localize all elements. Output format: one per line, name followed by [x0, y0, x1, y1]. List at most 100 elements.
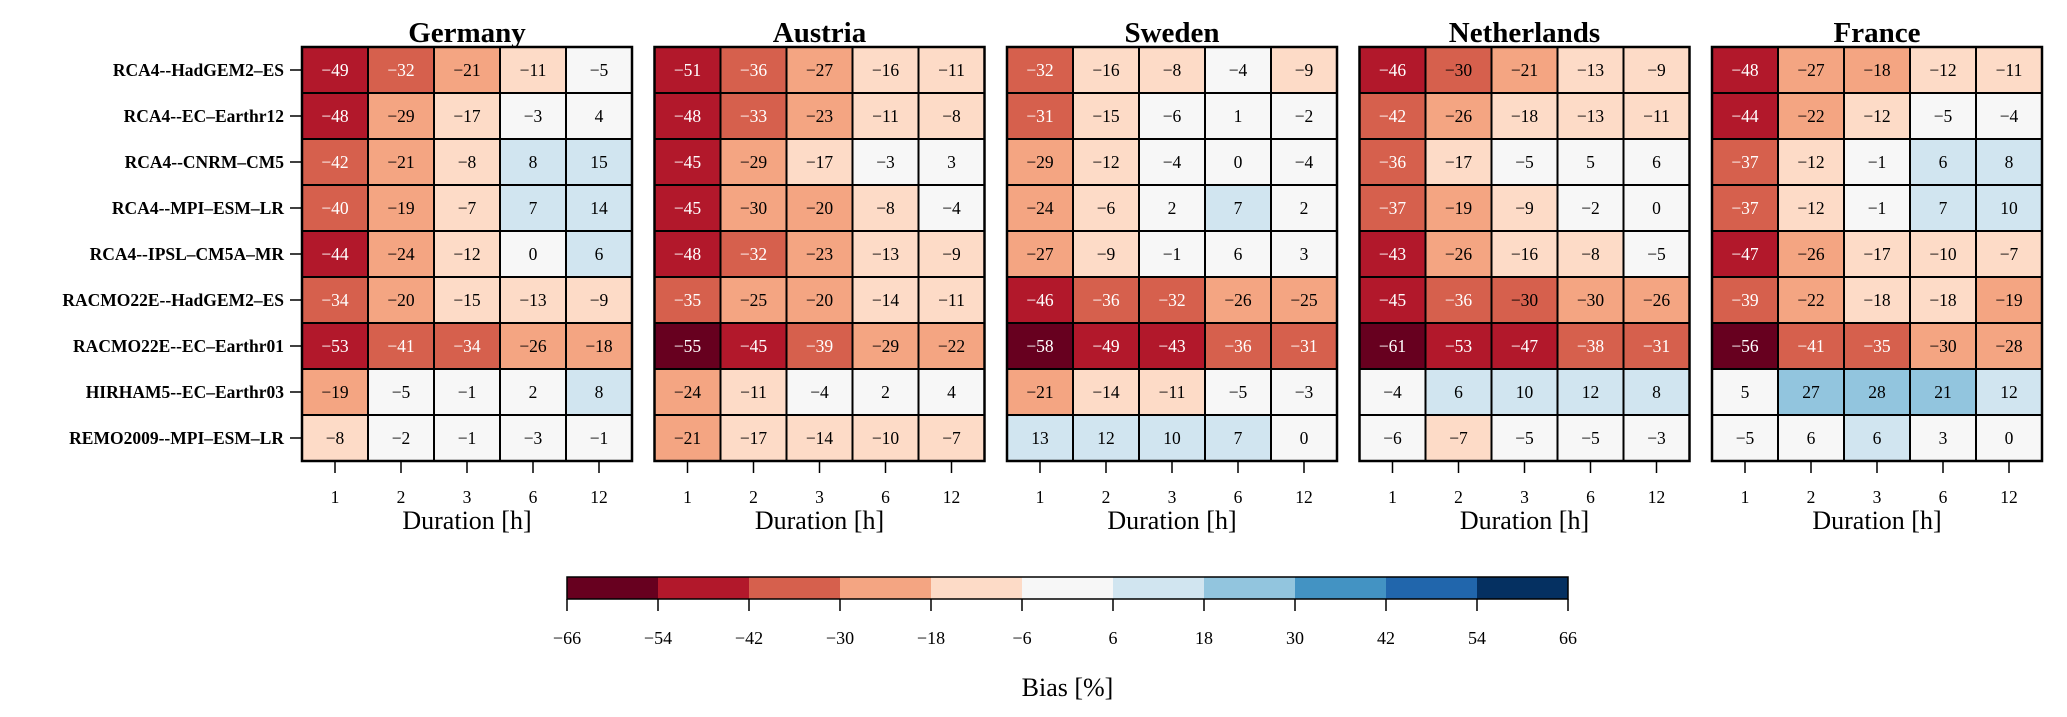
cell-value-label: 13 [1031, 428, 1049, 448]
panel-title: Sweden [1124, 17, 1219, 49]
cell-value-label: −14 [1092, 382, 1120, 402]
panel-title: Germany [408, 17, 526, 49]
colorbar-tick-label: −42 [735, 628, 763, 648]
heatmap-cell [367, 276, 435, 324]
cell-value-label: −6 [1097, 198, 1116, 218]
cell-value-label: −14 [872, 290, 900, 310]
heatmap-cell [499, 138, 567, 186]
heatmap-cell [1556, 368, 1625, 416]
cell-value-label: −39 [806, 336, 834, 356]
x-axis-label: Duration [h] [1460, 506, 1589, 535]
cell-value-label: 7 [529, 198, 538, 218]
cell-value-label: 8 [1652, 382, 1661, 402]
cell-value-label: −4 [2000, 106, 2019, 126]
cell-value-label: 2 [1168, 198, 1177, 218]
cell-value-label: −26 [1445, 244, 1473, 264]
row-label: RACMO22E--EC–Earthr01 [73, 336, 284, 356]
heatmap-cell [1843, 414, 1911, 462]
heatmap-cell [1490, 138, 1559, 186]
cell-value-label: −5 [1934, 106, 1953, 126]
cell-value-label: −4 [1163, 152, 1182, 172]
heatmap-cell [1424, 276, 1493, 324]
cell-value-label: 0 [529, 244, 538, 264]
x-tick-label: 2 [397, 487, 406, 507]
cell-value-label: −31 [1643, 336, 1670, 356]
cell-value-label: −19 [1995, 290, 2023, 310]
cell-value-label: −13 [519, 290, 547, 310]
cell-value-label: −35 [1863, 336, 1891, 356]
colorbar-tick-label: −30 [826, 628, 854, 648]
heatmap-cell [851, 138, 920, 186]
cell-value-label: −9 [942, 244, 961, 264]
cell-value-label: −48 [674, 106, 702, 126]
cell-value-label: −30 [740, 198, 768, 218]
cell-value-label: −11 [1996, 60, 2023, 80]
cell-value-label: 6 [1807, 428, 1816, 448]
heatmap-cell [1424, 92, 1493, 140]
heatmap-cell [1490, 368, 1559, 416]
cell-value-label: −37 [1731, 152, 1759, 172]
cell-value-label: 10 [1163, 428, 1181, 448]
heatmap-cell [719, 230, 788, 278]
heatmap-cell [1490, 92, 1559, 140]
cell-value-label: −29 [387, 106, 415, 126]
heatmap-cell [1556, 184, 1625, 232]
cell-value-label: −11 [938, 60, 965, 80]
x-tick-label: 12 [1648, 487, 1666, 507]
heatmap-cell [1843, 322, 1911, 370]
heatmap-cell [785, 184, 854, 232]
cell-value-label: −4 [942, 198, 961, 218]
heatmap-cell [1711, 322, 1779, 370]
heatmap-cell [1711, 138, 1779, 186]
heatmap-cell [1270, 230, 1338, 278]
cell-value-label: −2 [1581, 198, 1600, 218]
panel-title: France [1834, 17, 1921, 49]
heatmap-cell [1006, 46, 1074, 94]
cell-value-label: −7 [2000, 244, 2019, 264]
heatmap-cell [917, 368, 986, 416]
cell-value-label: −24 [387, 244, 415, 264]
cell-value-label: 12 [1582, 382, 1600, 402]
x-tick-label: 3 [1520, 487, 1529, 507]
cell-value-label: −26 [1445, 106, 1473, 126]
x-tick-label: 6 [529, 487, 538, 507]
heatmap-cell [1424, 414, 1493, 462]
cell-value-label: −13 [1577, 60, 1605, 80]
cell-value-label: −3 [524, 428, 543, 448]
heatmap-cell [1204, 92, 1272, 140]
cell-value-label: −27 [806, 60, 834, 80]
heatmap-cell [1138, 276, 1206, 324]
heatmap-cell [1138, 46, 1206, 94]
heatmap-cell [1909, 138, 1977, 186]
colorbar-swatch [1386, 577, 1478, 599]
cell-value-label: −24 [1026, 198, 1054, 218]
cell-value-label: −10 [1929, 244, 1957, 264]
cell-value-label: −41 [1797, 336, 1824, 356]
cell-value-label: −9 [1515, 198, 1534, 218]
heatmap-cell [1556, 92, 1625, 140]
cell-value-label: −61 [1379, 336, 1406, 356]
heatmap-panel-netherlands: Netherlands−46 −30 −21 −13 −9−42 −26 −18 −13 −11… [1358, 17, 1691, 535]
colorbar-swatch [749, 577, 841, 599]
cell-value-label: 6 [1454, 382, 1463, 402]
x-tick-label: 6 [1234, 487, 1243, 507]
heatmap-cell [1622, 322, 1691, 370]
cell-value-label: 15 [590, 152, 608, 172]
x-axis-label: Duration [h] [755, 506, 884, 535]
cell-value-label: −36 [1379, 152, 1407, 172]
heatmap-cell [851, 92, 920, 140]
cell-value-label: 21 [1934, 382, 1952, 402]
heatmap-cell [1711, 230, 1779, 278]
heatmap-cell [565, 414, 633, 462]
cell-value-label: −51 [674, 60, 701, 80]
cell-value-label: −15 [1092, 106, 1120, 126]
cell-value-label: 6 [595, 244, 604, 264]
heatmap-cell [1072, 230, 1140, 278]
cell-value-label: −47 [1511, 336, 1539, 356]
cell-value-label: −3 [1295, 382, 1314, 402]
cell-value-label: −9 [1647, 60, 1666, 80]
cell-value-label: −33 [740, 106, 768, 126]
heatmap-cell [1072, 414, 1140, 462]
cell-value-label: −42 [321, 152, 348, 172]
